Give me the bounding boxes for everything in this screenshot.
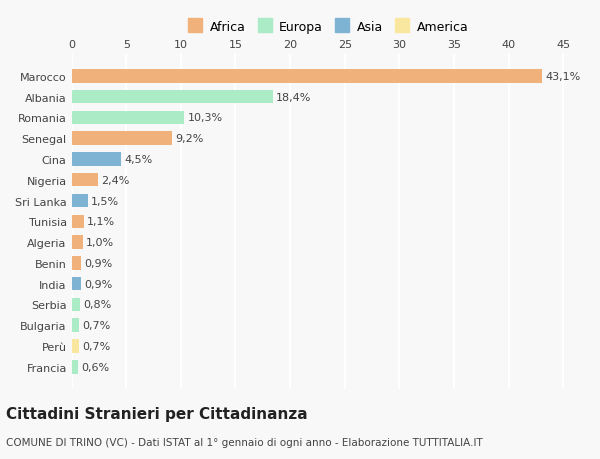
Text: 0,9%: 0,9% xyxy=(85,279,113,289)
Bar xyxy=(71,257,82,270)
Text: 0,7%: 0,7% xyxy=(83,341,111,351)
Bar xyxy=(71,153,121,166)
Text: Cittadini Stranieri per Cittadinanza: Cittadini Stranieri per Cittadinanza xyxy=(6,406,308,421)
Bar xyxy=(71,112,184,125)
Text: 9,2%: 9,2% xyxy=(175,134,204,144)
Bar xyxy=(71,174,98,187)
Bar xyxy=(71,90,272,104)
Bar xyxy=(71,277,82,291)
Text: 2,4%: 2,4% xyxy=(101,175,130,185)
Text: 0,8%: 0,8% xyxy=(83,300,112,310)
Bar xyxy=(71,194,88,208)
Bar xyxy=(71,340,79,353)
Text: 1,5%: 1,5% xyxy=(91,196,119,206)
Bar xyxy=(71,298,80,312)
Text: COMUNE DI TRINO (VC) - Dati ISTAT al 1° gennaio di ogni anno - Elaborazione TUTT: COMUNE DI TRINO (VC) - Dati ISTAT al 1° … xyxy=(6,437,483,447)
Bar xyxy=(71,319,79,332)
Bar xyxy=(71,215,83,229)
Bar xyxy=(71,360,78,374)
Text: 18,4%: 18,4% xyxy=(276,92,311,102)
Legend: Africa, Europa, Asia, America: Africa, Europa, Asia, America xyxy=(184,17,472,38)
Bar xyxy=(71,236,83,249)
Text: 0,7%: 0,7% xyxy=(83,320,111,330)
Text: 0,9%: 0,9% xyxy=(85,258,113,269)
Text: 0,6%: 0,6% xyxy=(82,362,110,372)
Text: 10,3%: 10,3% xyxy=(187,113,223,123)
Text: 1,1%: 1,1% xyxy=(87,217,115,227)
Text: 43,1%: 43,1% xyxy=(545,72,581,82)
Bar xyxy=(71,132,172,146)
Bar xyxy=(71,70,542,84)
Text: 1,0%: 1,0% xyxy=(86,238,114,247)
Text: 4,5%: 4,5% xyxy=(124,155,152,165)
